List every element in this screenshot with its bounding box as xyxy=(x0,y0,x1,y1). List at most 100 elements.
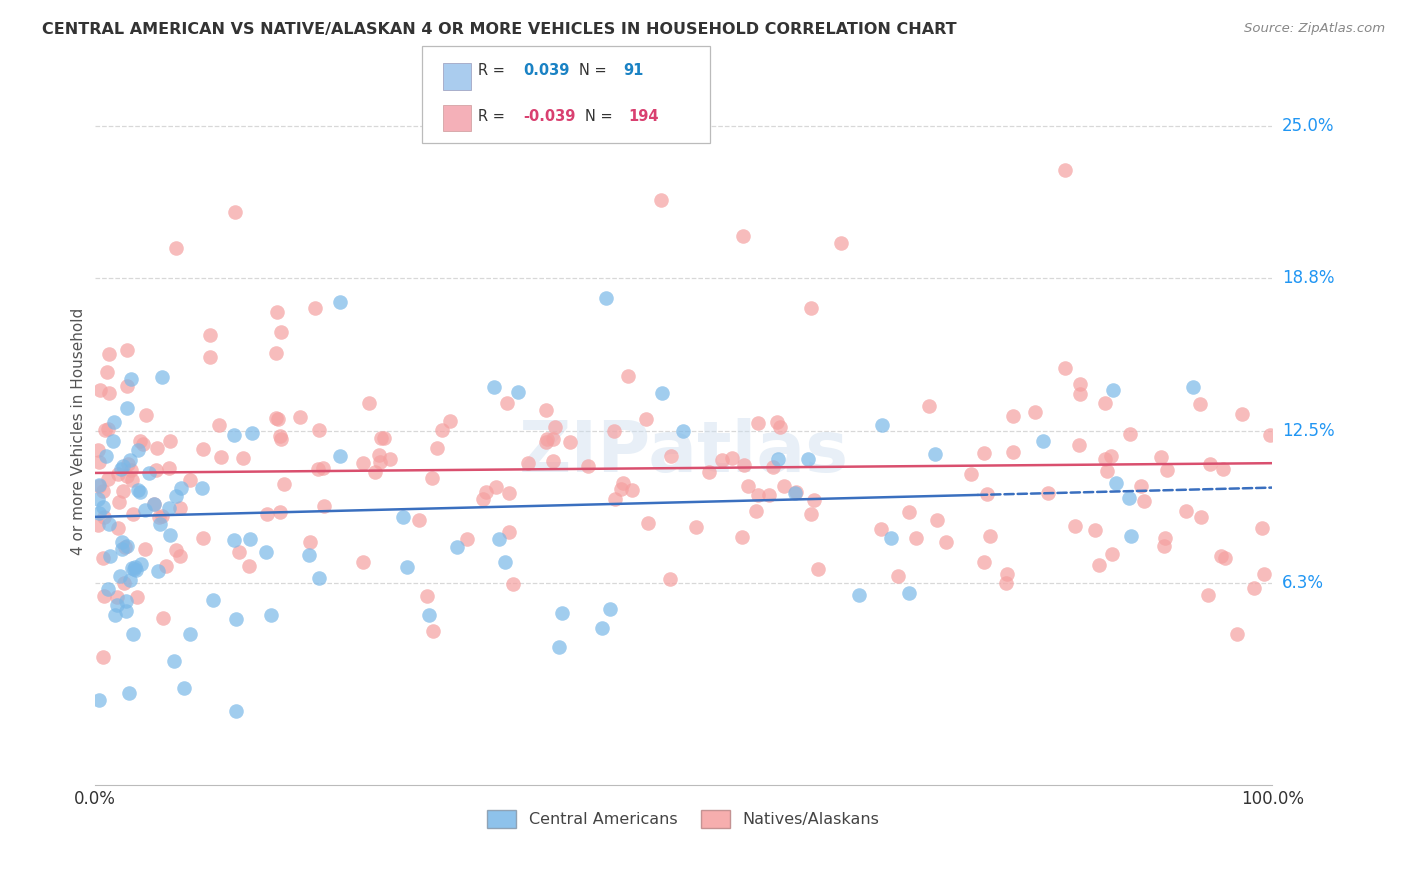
Natives/Alaskans xyxy=(541,432,564,446)
Central Americans xyxy=(224,428,246,442)
Natives/Alaskans xyxy=(1213,551,1236,566)
Natives/Alaskans xyxy=(887,569,910,583)
Natives/Alaskans xyxy=(1212,462,1234,476)
Natives/Alaskans xyxy=(270,432,292,446)
Natives/Alaskans xyxy=(659,572,682,586)
Text: 194: 194 xyxy=(628,109,659,124)
Natives/Alaskans xyxy=(1099,449,1122,463)
Natives/Alaskans xyxy=(1133,494,1156,508)
Central Americans xyxy=(111,535,134,549)
Central Americans xyxy=(651,386,673,401)
Natives/Alaskans xyxy=(117,379,139,393)
Natives/Alaskans xyxy=(472,491,495,506)
Natives/Alaskans xyxy=(165,543,187,558)
Central Americans xyxy=(848,588,870,602)
Central Americans xyxy=(110,462,132,476)
Natives/Alaskans xyxy=(807,562,830,576)
Natives/Alaskans xyxy=(150,508,173,523)
Natives/Alaskans xyxy=(169,549,191,564)
Central Americans xyxy=(488,532,510,546)
Natives/Alaskans xyxy=(870,523,893,537)
Central Americans xyxy=(396,559,419,574)
Natives/Alaskans xyxy=(112,575,135,590)
Central Americans xyxy=(591,621,613,635)
Central Americans xyxy=(127,442,149,457)
Natives/Alaskans xyxy=(114,541,136,555)
Natives/Alaskans xyxy=(266,305,288,319)
Natives/Alaskans xyxy=(86,443,108,458)
Natives/Alaskans xyxy=(211,450,233,465)
Natives/Alaskans xyxy=(1063,519,1085,533)
Natives/Alaskans xyxy=(146,441,169,455)
Natives/Alaskans xyxy=(1054,361,1077,376)
Text: 12.5%: 12.5% xyxy=(1282,423,1334,441)
Natives/Alaskans xyxy=(373,431,395,445)
Central Americans xyxy=(201,592,224,607)
Natives/Alaskans xyxy=(117,458,139,472)
Natives/Alaskans xyxy=(498,525,520,540)
Natives/Alaskans xyxy=(737,479,759,493)
Central Americans xyxy=(111,458,134,473)
Natives/Alaskans xyxy=(485,480,508,494)
Natives/Alaskans xyxy=(603,492,626,507)
Central Americans xyxy=(240,425,263,440)
Natives/Alaskans xyxy=(299,534,322,549)
Central Americans xyxy=(1181,380,1204,394)
Central Americans xyxy=(418,607,440,622)
Central Americans xyxy=(117,686,139,700)
Natives/Alaskans xyxy=(659,449,682,463)
Natives/Alaskans xyxy=(159,434,181,449)
Central Americans xyxy=(127,483,149,497)
Natives/Alaskans xyxy=(224,204,246,219)
Natives/Alaskans xyxy=(610,482,633,496)
Natives/Alaskans xyxy=(155,558,177,573)
Natives/Alaskans xyxy=(89,479,111,493)
Natives/Alaskans xyxy=(200,351,222,365)
Natives/Alaskans xyxy=(973,555,995,569)
Natives/Alaskans xyxy=(378,451,401,466)
Natives/Alaskans xyxy=(107,590,129,604)
Natives/Alaskans xyxy=(730,530,752,544)
Central Americans xyxy=(446,540,468,554)
Natives/Alaskans xyxy=(270,325,292,339)
Central Americans xyxy=(97,516,120,531)
Central Americans xyxy=(508,385,530,400)
Central Americans xyxy=(121,627,143,641)
Central Americans xyxy=(120,371,142,385)
Natives/Alaskans xyxy=(132,437,155,451)
Natives/Alaskans xyxy=(747,416,769,430)
Natives/Alaskans xyxy=(107,467,129,481)
Natives/Alaskans xyxy=(1036,486,1059,500)
Central Americans xyxy=(118,573,141,587)
Natives/Alaskans xyxy=(544,419,567,434)
Central Americans xyxy=(482,380,505,394)
Natives/Alaskans xyxy=(1088,558,1111,573)
Central Americans xyxy=(124,562,146,576)
Natives/Alaskans xyxy=(307,462,329,476)
Text: Source: ZipAtlas.com: Source: ZipAtlas.com xyxy=(1244,22,1385,36)
Natives/Alaskans xyxy=(1119,427,1142,442)
Natives/Alaskans xyxy=(142,497,165,511)
Central Americans xyxy=(766,451,789,466)
Natives/Alaskans xyxy=(426,441,449,455)
Natives/Alaskans xyxy=(232,450,254,465)
Central Americans xyxy=(157,500,180,515)
Natives/Alaskans xyxy=(1226,627,1249,641)
Natives/Alaskans xyxy=(1154,531,1177,545)
Natives/Alaskans xyxy=(128,434,150,448)
Natives/Alaskans xyxy=(408,512,430,526)
Natives/Alaskans xyxy=(1156,463,1178,477)
Natives/Alaskans xyxy=(169,500,191,515)
Text: N =: N = xyxy=(579,62,612,78)
Natives/Alaskans xyxy=(135,408,157,422)
Natives/Alaskans xyxy=(1094,396,1116,410)
Central Americans xyxy=(239,532,262,546)
Natives/Alaskans xyxy=(267,412,290,426)
Text: 25.0%: 25.0% xyxy=(1282,117,1334,136)
Natives/Alaskans xyxy=(157,461,180,475)
Natives/Alaskans xyxy=(108,495,131,509)
Central Americans xyxy=(222,533,245,548)
Central Americans xyxy=(1105,476,1128,491)
Natives/Alaskans xyxy=(198,328,221,343)
Natives/Alaskans xyxy=(264,411,287,425)
